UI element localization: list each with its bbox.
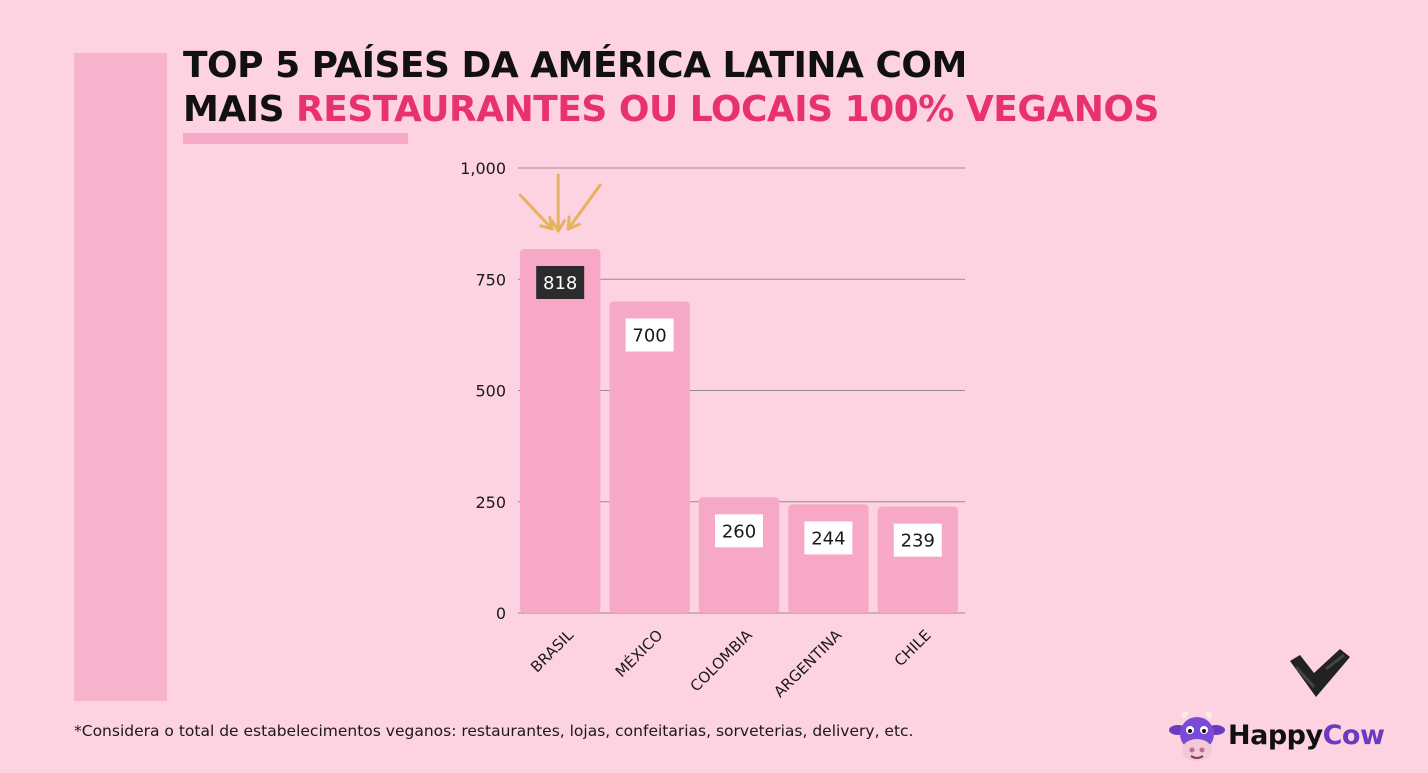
y-tick-label: 750 [475, 270, 506, 289]
data-label: 260 [722, 521, 756, 542]
cow-icon [1169, 711, 1225, 761]
footnote: *Considera o total de estabelecimentos v… [74, 722, 914, 740]
data-label-box [893, 523, 942, 557]
y-tick-label: 0 [496, 604, 506, 623]
data-label: 244 [811, 528, 845, 549]
title-line-2-plain: MAIS [183, 89, 297, 130]
data-label: 818 [543, 273, 577, 294]
arrow-head [566, 215, 581, 231]
logo-word-happy: Happy [1228, 720, 1323, 751]
x-tick-label: CHILE [891, 626, 935, 670]
arrow-head [550, 219, 566, 233]
data-label-box [625, 318, 674, 352]
data-label: 239 [901, 531, 935, 552]
arrow-shaft [566, 183, 602, 231]
bar [788, 504, 869, 613]
x-tick-label: BRASIL [527, 626, 577, 676]
logo-word-cow: Cow [1322, 720, 1385, 751]
title-line-2: MAIS RESTAURANTES OU LOCAIS 100% VEGANOS [183, 88, 1159, 132]
data-label-box [536, 265, 585, 299]
chart-title: TOP 5 PAÍSES DA AMÉRICA LATINA COM MAIS … [183, 44, 1159, 132]
decorative-side-bar [74, 53, 167, 701]
title-line-1: TOP 5 PAÍSES DA AMÉRICA LATINA COM [183, 45, 967, 86]
data-label-box [804, 521, 853, 555]
checkmark-icon [1290, 649, 1350, 697]
x-tick-label: ARGENTINA [770, 626, 846, 702]
bar [877, 506, 958, 613]
title-underline [183, 133, 408, 144]
data-label-box [715, 514, 763, 548]
bar [520, 248, 601, 614]
y-tick-label: 1,000 [460, 159, 506, 178]
x-tick-label: MÉXICO [611, 625, 666, 680]
title-line-2-highlight: RESTAURANTES OU LOCAIS 100% VEGANOS [296, 89, 1159, 130]
x-tick-label: COLOMBIA [687, 626, 757, 696]
happycow-logo: HappyCow [1168, 710, 1413, 770]
data-label: 700 [632, 326, 666, 347]
y-tick-label: 250 [475, 493, 506, 512]
logo-wordmark: HappyCow [1228, 720, 1385, 751]
y-tick-label: 500 [475, 382, 506, 401]
arrow-shaft [518, 193, 554, 231]
bar [609, 301, 690, 613]
